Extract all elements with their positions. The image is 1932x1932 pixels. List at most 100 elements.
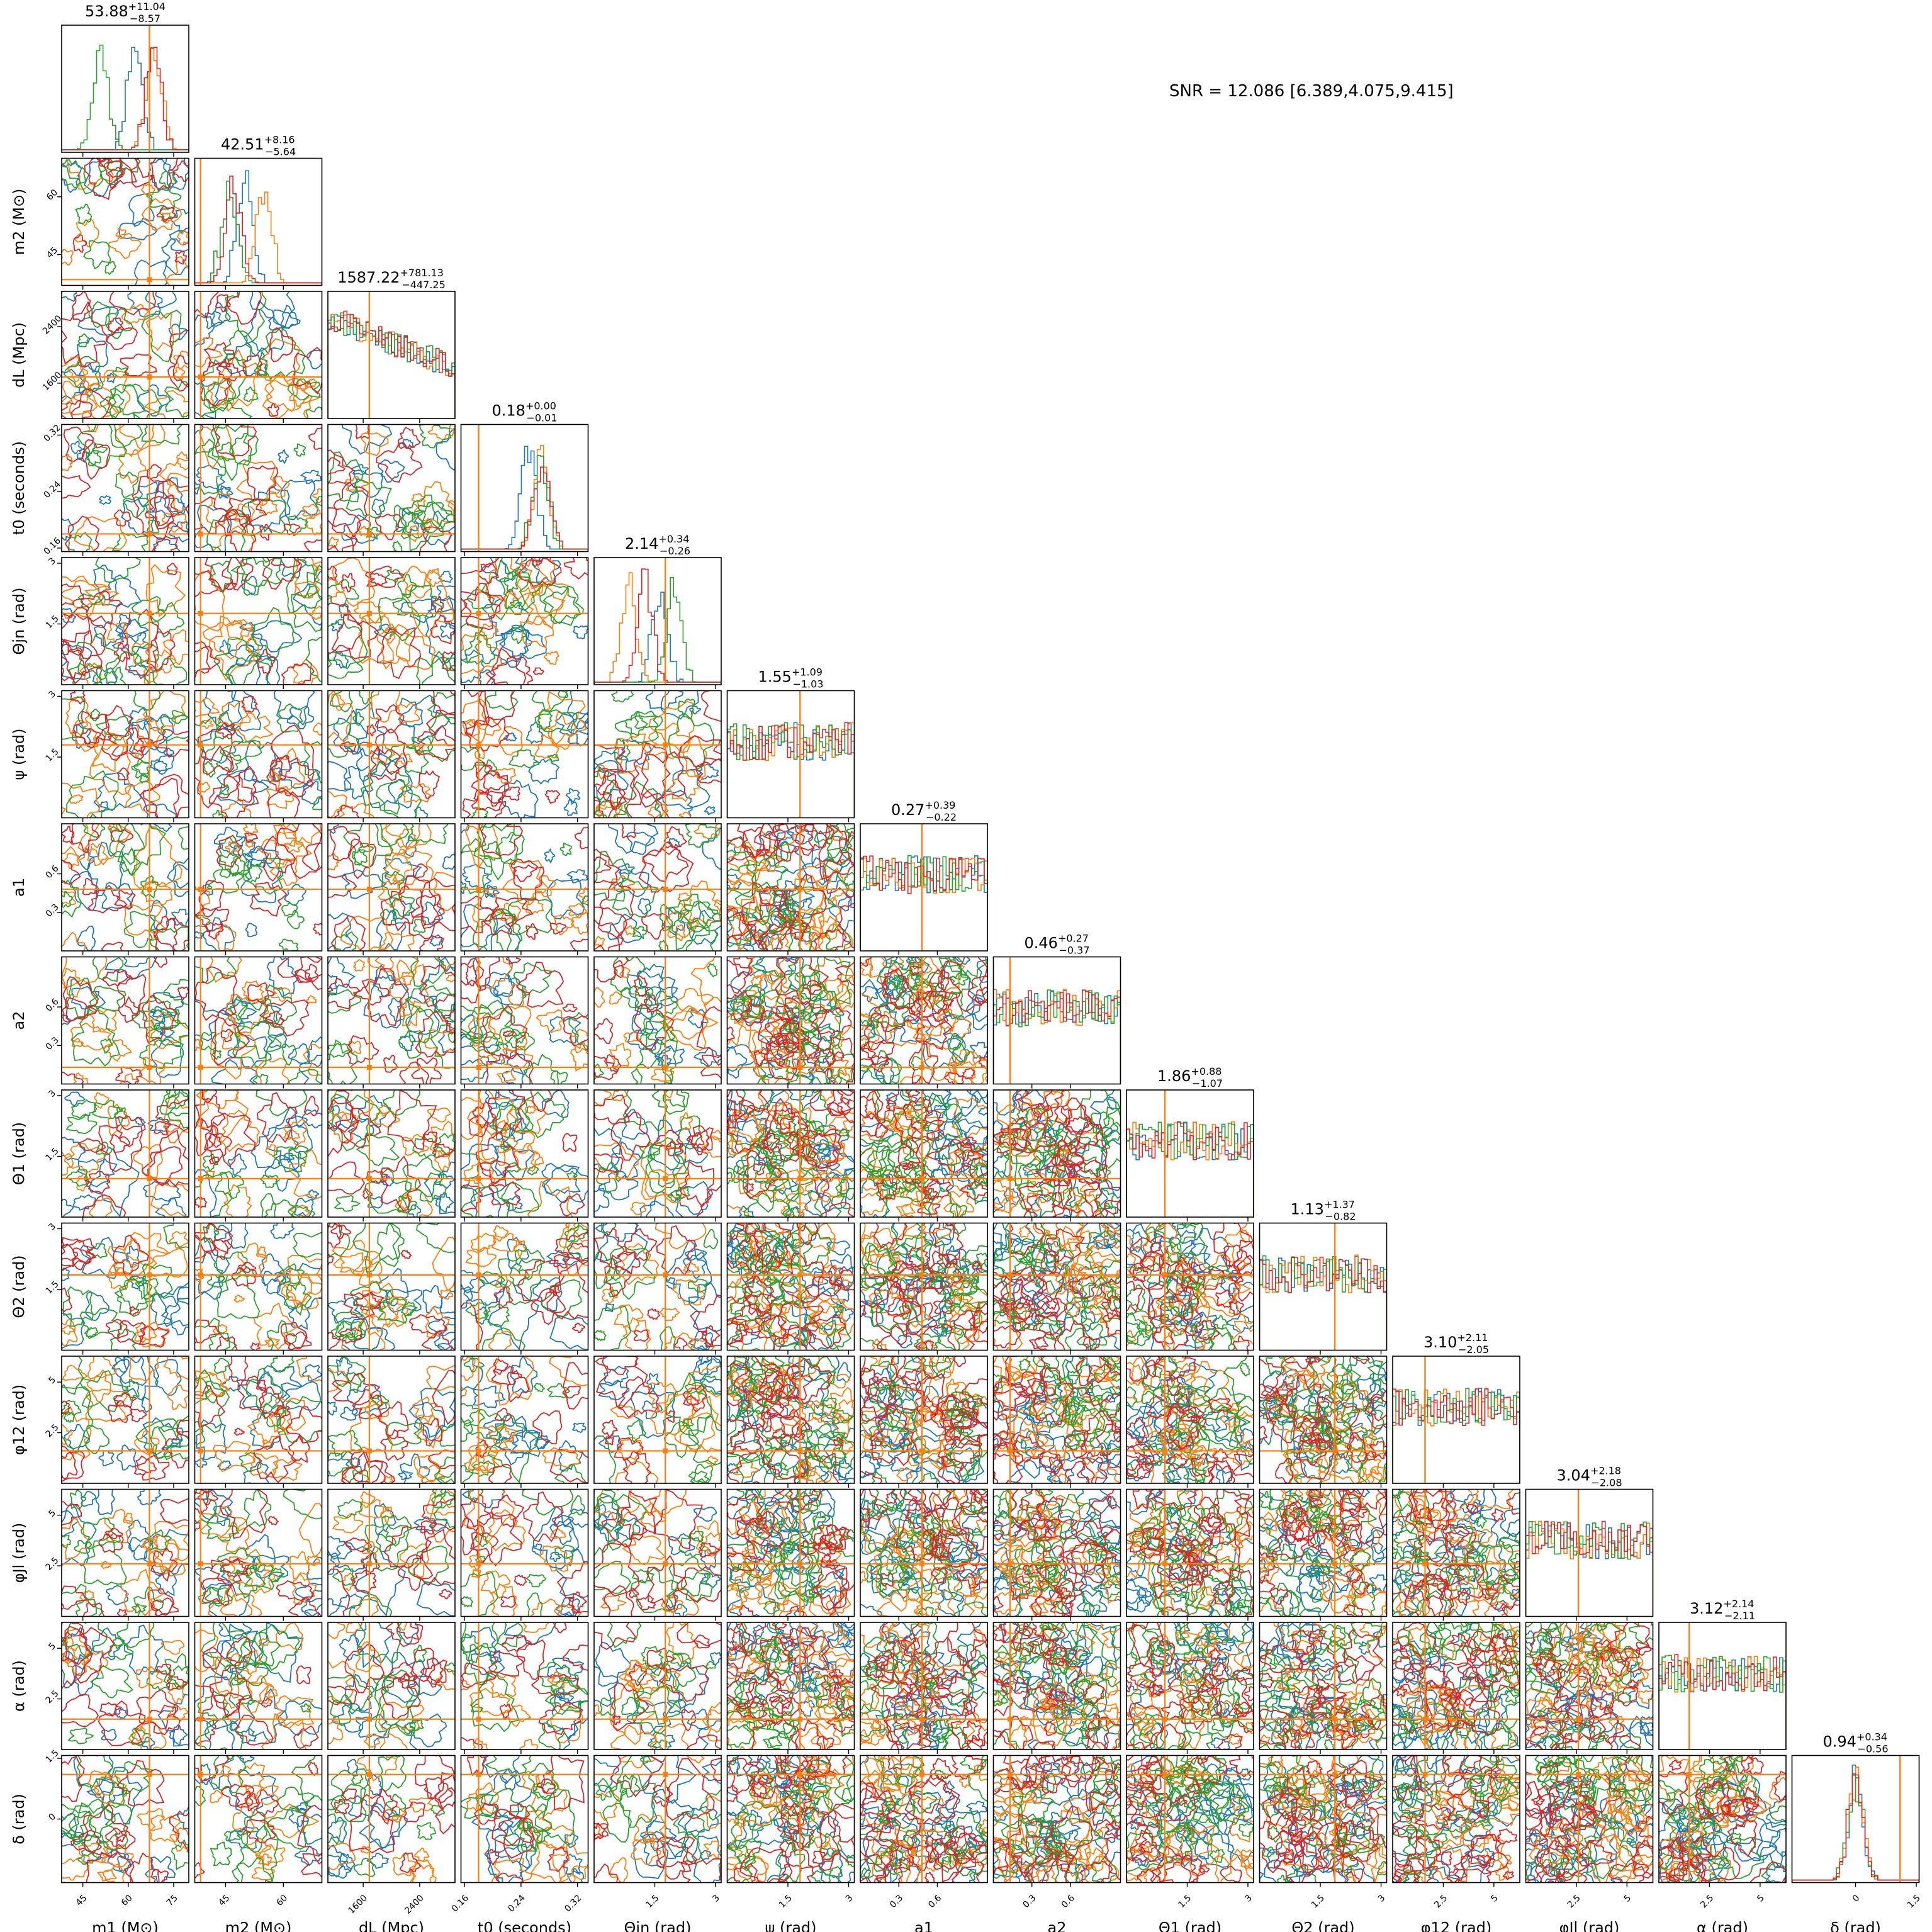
contour-series-1 — [777, 1369, 790, 1384]
contour-series-1 — [1261, 1518, 1278, 1536]
contour-series-3 — [194, 1319, 222, 1344]
contour-series-3 — [863, 1377, 897, 1417]
contour-series-1 — [115, 424, 155, 456]
contour-series-1 — [328, 1720, 344, 1744]
contour-series-3 — [1215, 1289, 1235, 1308]
contour-series-0 — [1450, 1489, 1497, 1515]
y-tick-label: 2.5 — [44, 1688, 61, 1705]
contour-series-1 — [223, 1184, 252, 1217]
contour-series-1 — [782, 1106, 812, 1148]
contour-series-1 — [1057, 1186, 1082, 1211]
contour-series-0 — [62, 518, 74, 541]
contour-series-0 — [660, 690, 699, 720]
panel-5-5: 1.55+1.09 −1.03 — [726, 666, 855, 823]
panel-frame — [460, 1356, 589, 1484]
contour-series-1 — [1147, 1403, 1193, 1459]
contour-series-3 — [1259, 1425, 1267, 1443]
contour-series-1 — [1129, 1517, 1165, 1556]
contour-series-3 — [1457, 1588, 1471, 1605]
contour-series-1 — [860, 1223, 906, 1255]
contour-series-1 — [767, 1581, 806, 1613]
contour-series-2 — [733, 1165, 750, 1184]
contour-series-3 — [169, 330, 189, 388]
contour-series-3 — [860, 957, 872, 967]
contour-series-1 — [62, 1324, 74, 1335]
contour-series-1 — [476, 1424, 517, 1454]
contour-series-2 — [670, 1653, 692, 1668]
contour-series-1 — [258, 1637, 271, 1647]
contour-series-1 — [62, 379, 98, 418]
contour-series-1 — [265, 785, 295, 809]
truth-marker — [198, 1064, 203, 1070]
contour-series-3 — [166, 563, 178, 576]
contour-series-0 — [328, 1096, 354, 1130]
panel-10-7 — [992, 1356, 1121, 1488]
panel-9-4 — [593, 1222, 722, 1355]
contour-series-3 — [1139, 1536, 1165, 1559]
contour-series-2 — [527, 1165, 539, 1176]
contour-series-3 — [777, 1032, 788, 1046]
panel-6-0: 0.30.6a1 — [10, 823, 189, 955]
contour-series-2 — [508, 1267, 530, 1286]
contour-series-3 — [1019, 1371, 1048, 1397]
contour-series-3 — [62, 630, 103, 685]
contour-series-3 — [1209, 1647, 1222, 1663]
contour-series-3 — [62, 976, 99, 1022]
contour-series-3 — [110, 829, 134, 843]
contour-series-1 — [1067, 1238, 1081, 1253]
contour-series-2 — [1019, 1237, 1048, 1264]
contour-series-2 — [245, 1368, 283, 1409]
contour-series-0 — [328, 1401, 338, 1416]
contour-series-1 — [1019, 1428, 1032, 1442]
contour-series-3 — [860, 1040, 895, 1065]
contour-series-2 — [70, 1099, 97, 1120]
contour-series-2 — [388, 742, 429, 773]
contour-series-0 — [562, 1252, 581, 1266]
contour-series-0 — [92, 667, 118, 685]
contour-series-0 — [636, 963, 665, 1002]
contour-series-3 — [117, 1320, 146, 1345]
truth-marker — [663, 887, 668, 892]
contour-series-2 — [1351, 1581, 1376, 1617]
contour-series-3 — [727, 1622, 751, 1670]
contour-series-3 — [908, 1043, 939, 1084]
contour-series-3 — [1393, 1489, 1418, 1519]
contour-series-3 — [950, 1709, 987, 1749]
hist-series-3 — [1393, 1388, 1520, 1483]
contour-series-3 — [887, 1384, 925, 1411]
contour-series-3 — [491, 1494, 524, 1527]
contour-series-1 — [826, 1373, 850, 1389]
contour-series-3 — [775, 1032, 819, 1070]
truth-marker — [1008, 1561, 1013, 1566]
contour-series-1 — [1008, 1489, 1045, 1522]
contour-series-2 — [286, 1069, 322, 1084]
contour-series-2 — [754, 1164, 778, 1184]
contour-series-1 — [666, 909, 693, 939]
contour-series-3 — [563, 1015, 588, 1047]
contour-series-3 — [767, 1407, 778, 1418]
y-tick-label: 0.3 — [44, 902, 61, 919]
contour-series-3 — [1108, 1407, 1121, 1430]
hist-series-3 — [461, 466, 588, 552]
contour-series-3 — [727, 1321, 743, 1345]
contour-series-1 — [283, 1128, 301, 1140]
contour-series-2 — [943, 1489, 987, 1514]
contour-series-1 — [570, 1040, 588, 1072]
contour-series-2 — [817, 1043, 855, 1084]
contour-series-2 — [229, 432, 259, 464]
contour-series-0 — [442, 853, 455, 870]
contour-series-2 — [1053, 1397, 1071, 1422]
contour-series-3 — [352, 980, 390, 1006]
contour-series-3 — [1202, 1512, 1222, 1527]
contour-series-2 — [1044, 1571, 1070, 1590]
contour-series-1 — [860, 1683, 880, 1710]
contour-series-1 — [623, 925, 636, 936]
contour-series-2 — [1510, 1553, 1520, 1568]
contour-series-0 — [594, 1665, 619, 1707]
contour-series-1 — [247, 1410, 289, 1445]
contour-series-3 — [802, 980, 822, 995]
contour-series-2 — [866, 1564, 882, 1583]
contour-series-0 — [62, 1627, 93, 1665]
contour-series-0 — [150, 537, 181, 552]
contour-series-2 — [993, 1255, 1028, 1280]
